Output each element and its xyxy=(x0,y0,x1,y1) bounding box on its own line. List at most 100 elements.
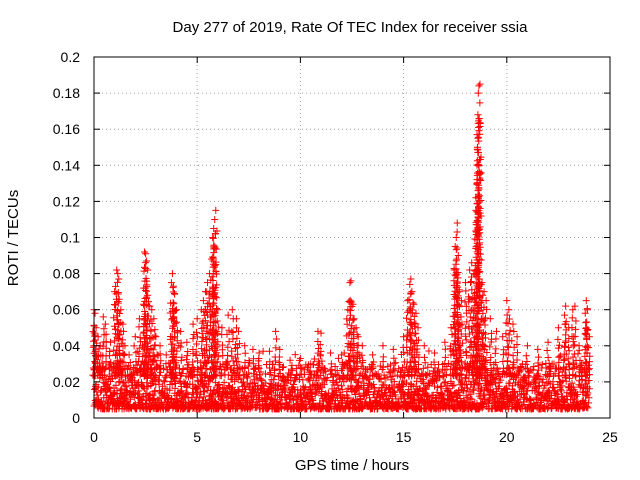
data-point xyxy=(432,371,440,379)
data-point xyxy=(474,213,482,221)
data-point xyxy=(456,354,464,362)
data-point xyxy=(462,351,470,359)
data-point xyxy=(544,387,552,395)
data-point xyxy=(173,318,181,326)
data-point xyxy=(252,404,260,412)
data-point xyxy=(338,386,346,394)
data-point xyxy=(421,359,429,367)
data-point xyxy=(451,243,459,251)
data-point xyxy=(224,311,232,319)
data-point xyxy=(523,342,531,350)
data-point xyxy=(513,333,521,341)
data-point xyxy=(328,370,336,378)
data-point xyxy=(474,269,482,277)
data-point xyxy=(158,399,166,407)
data-point xyxy=(415,336,423,344)
data-point xyxy=(134,358,142,366)
data-point xyxy=(290,380,298,388)
data-point xyxy=(480,288,488,296)
data-point xyxy=(474,187,482,195)
data-point xyxy=(404,308,412,316)
data-point xyxy=(403,314,411,322)
data-point xyxy=(457,370,465,378)
data-point xyxy=(414,360,422,368)
data-point xyxy=(504,319,512,327)
data-point xyxy=(143,281,151,289)
data-point xyxy=(317,371,325,379)
data-point xyxy=(155,371,163,379)
data-point xyxy=(567,390,575,398)
data-point xyxy=(349,328,357,336)
data-point xyxy=(522,394,530,402)
data-point xyxy=(177,357,185,365)
data-point xyxy=(461,324,469,332)
data-point xyxy=(162,351,170,359)
data-point xyxy=(118,371,126,379)
data-point xyxy=(298,394,306,402)
data-point xyxy=(218,341,226,349)
data-point xyxy=(377,375,385,383)
data-point xyxy=(474,307,482,315)
data-point xyxy=(482,330,490,338)
data-point xyxy=(136,334,144,342)
data-point xyxy=(211,262,219,270)
data-point xyxy=(219,384,227,392)
data-point xyxy=(338,358,346,366)
data-point xyxy=(141,248,149,256)
data-point xyxy=(183,390,191,398)
data-point xyxy=(482,356,490,364)
data-point xyxy=(102,358,110,366)
data-point xyxy=(146,364,154,372)
data-point xyxy=(476,99,484,107)
data-point xyxy=(359,359,367,367)
data-point xyxy=(313,367,321,375)
data-point xyxy=(455,335,463,343)
data-point xyxy=(381,374,389,382)
data-point xyxy=(467,296,475,304)
data-point xyxy=(534,372,542,380)
data-point xyxy=(255,364,263,372)
data-point xyxy=(171,333,179,341)
data-point xyxy=(457,358,465,366)
data-point xyxy=(114,270,122,278)
data-point xyxy=(474,328,482,336)
data-point xyxy=(354,341,362,349)
data-point xyxy=(281,384,289,392)
data-point xyxy=(143,333,151,341)
data-point xyxy=(568,324,576,332)
data-point xyxy=(175,377,183,385)
data-point xyxy=(475,260,483,268)
data-point xyxy=(569,306,577,314)
data-point xyxy=(297,363,305,371)
data-point xyxy=(407,332,415,340)
data-point xyxy=(508,337,516,345)
data-point xyxy=(135,353,143,361)
data-point xyxy=(585,394,593,402)
data-point xyxy=(474,146,482,154)
data-point xyxy=(534,366,542,374)
data-point xyxy=(310,355,318,363)
data-point xyxy=(560,356,568,364)
data-point xyxy=(142,274,150,282)
data-point xyxy=(583,318,591,326)
data-point xyxy=(229,366,237,374)
data-point xyxy=(452,234,460,241)
data-point xyxy=(475,204,483,212)
x-tick-label: 25 xyxy=(602,429,618,445)
data-point xyxy=(225,338,233,346)
data-point xyxy=(450,264,458,272)
data-point xyxy=(396,368,404,376)
data-point xyxy=(203,365,211,373)
data-point xyxy=(117,306,125,314)
data-point xyxy=(543,379,551,387)
data-point xyxy=(225,326,233,334)
data-point xyxy=(232,315,240,323)
data-point xyxy=(569,364,577,372)
data-point xyxy=(212,331,220,339)
data-point xyxy=(257,368,265,376)
data-point xyxy=(250,355,258,363)
y-tick-label: 0.04 xyxy=(53,338,80,354)
data-point xyxy=(217,365,225,373)
data-point xyxy=(456,395,464,403)
data-point xyxy=(584,404,592,412)
